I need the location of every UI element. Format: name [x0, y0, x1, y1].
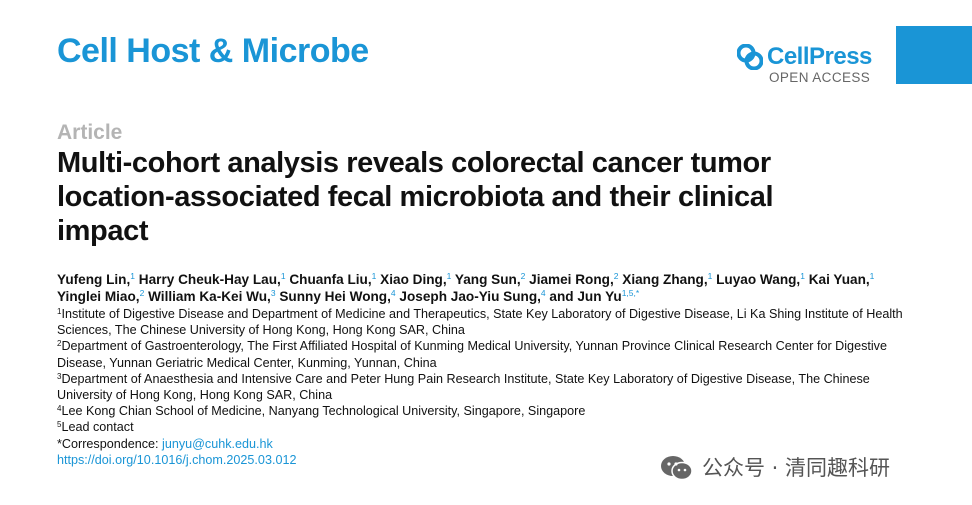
cellpress-logo[interactable]: CellPress OPEN ACCESS — [737, 42, 877, 87]
correspondence-label: *Correspondence: — [57, 436, 163, 451]
affiliation-item: 4Lee Kong Chian School of Medicine, Nany… — [57, 403, 907, 419]
affiliation-number: 3 — [57, 371, 62, 381]
author-name: Luyao Wang, — [716, 272, 801, 287]
cellpress-wordmark: CellPress — [767, 43, 872, 70]
affiliation-text: Department of Anaesthesia and Intensive … — [57, 371, 870, 403]
author-name: Yang Sun, — [454, 272, 521, 287]
author-name: Xiang Zhang, — [622, 272, 708, 287]
open-access-label: OPEN ACCESS — [769, 70, 871, 85]
author-affiliation-ref[interactable]: 1 — [446, 271, 452, 281]
author-affiliation-ref[interactable]: 1 — [800, 271, 805, 281]
author-name: William Ka-Kei Wu, — [148, 289, 271, 304]
author: Luyao Wang,1 — [716, 272, 805, 287]
author-name: Kai Yuan, — [808, 272, 870, 287]
author-affiliation-ref[interactable]: 4 — [390, 288, 396, 298]
paper-title: Multi-cohort analysis reveals colorectal… — [57, 147, 774, 247]
author-affiliation-ref[interactable]: 1 — [371, 271, 377, 281]
author-name: Jiamei Rong, — [529, 272, 614, 287]
author-name: Xiao Ding, — [380, 272, 447, 287]
affiliation-text: Institute of Digestive Disease and Depar… — [57, 307, 903, 338]
watermark: 公众号 · 清同趣科研 — [660, 452, 960, 484]
affiliation-item: 1Institute of Digestive Disease and Depa… — [57, 306, 907, 338]
author-affiliation-ref[interactable]: 2 — [520, 271, 526, 281]
affiliation-number: 4 — [57, 404, 62, 414]
author: William Ka-Kei Wu,3 — [148, 289, 275, 304]
author: Xiang Zhang,1 — [622, 272, 712, 287]
author-name: Yufeng Lin, — [57, 272, 131, 287]
author: Yufeng Lin,1 — [57, 272, 135, 287]
doi-link[interactable]: https://doi.org/10.1016/j.chom.2025.03.0… — [57, 452, 297, 467]
author-list: Yufeng Lin,1 Harry Cheuk-Hay Lau,1 Chuan… — [57, 271, 897, 305]
author-affiliation-ref[interactable]: 2 — [613, 271, 619, 281]
author: Chuanfa Liu,1 — [289, 272, 376, 287]
author-affiliation-ref[interactable]: 1 — [280, 271, 286, 281]
affiliation-text: Lee Kong Chian School of Medicine, Nanya… — [61, 404, 586, 419]
wechat-icon — [661, 456, 693, 481]
affiliation-text: Lead contact — [61, 420, 134, 435]
author: Kai Yuan,1 — [809, 272, 875, 287]
author-name: Harry Cheuk-Hay Lau, — [138, 272, 281, 287]
affiliation-number: 2 — [57, 339, 62, 349]
author: Yang Sun,2 — [455, 272, 525, 287]
author-affiliation-ref[interactable]: 1 — [130, 271, 135, 281]
affiliation-item: 2Department of Gastroenterology, The Fir… — [57, 338, 907, 370]
journal-title: Cell Host & Microbe — [57, 32, 369, 70]
author: Sunny Hei Wong,4 — [279, 289, 395, 304]
cellpress-logo-icon — [737, 44, 763, 70]
corner-color-block — [896, 26, 972, 84]
author: Joseph Jao-Yiu Sung,4 — [399, 289, 545, 304]
author: Jiamei Rong,2 — [529, 272, 618, 287]
affiliation-item: 5Lead contact — [57, 419, 907, 435]
affiliation-text: Department of Gastroenterology, The Firs… — [57, 339, 887, 370]
watermark-text: 公众号 · 清同趣科研 — [702, 456, 891, 480]
author-affiliation-ref[interactable]: 2 — [139, 288, 145, 298]
author-affiliation-ref[interactable]: 1 — [869, 271, 875, 281]
affiliations: 1Institute of Digestive Disease and Depa… — [57, 306, 907, 468]
author-name: Joseph Jao-Yiu Sung, — [399, 289, 541, 304]
author: Xiao Ding,1 — [380, 272, 451, 287]
author-affiliation-ref[interactable]: 1,5,* — [621, 288, 640, 298]
author-affiliation-ref[interactable]: 1 — [707, 271, 713, 281]
author-name: and Jun Yu — [549, 289, 622, 304]
author-affiliation-ref[interactable]: 4 — [540, 288, 546, 298]
author-name: Chuanfa Liu, — [289, 272, 372, 287]
article-type: Article — [57, 121, 123, 144]
affiliation-number: 5 — [57, 420, 62, 430]
author-affiliation-ref[interactable]: 3 — [270, 288, 276, 298]
correspondence-email-link[interactable]: junyu@cuhk.edu.hk — [162, 436, 273, 451]
author-name: Yinglei Miao, — [57, 289, 140, 304]
affiliation-item: 3Department of Anaesthesia and Intensive… — [57, 371, 907, 403]
affiliation-list: 1Institute of Digestive Disease and Depa… — [57, 306, 907, 436]
author: and Jun Yu1,5,* — [549, 289, 639, 304]
affiliation-number: 1 — [57, 307, 62, 316]
correspondence: *Correspondence: junyu@cuhk.edu.hk — [57, 436, 907, 452]
author-name: Sunny Hei Wong, — [279, 289, 391, 304]
author: Harry Cheuk-Hay Lau,1 — [139, 272, 286, 287]
author: Yinglei Miao,2 — [57, 289, 144, 304]
